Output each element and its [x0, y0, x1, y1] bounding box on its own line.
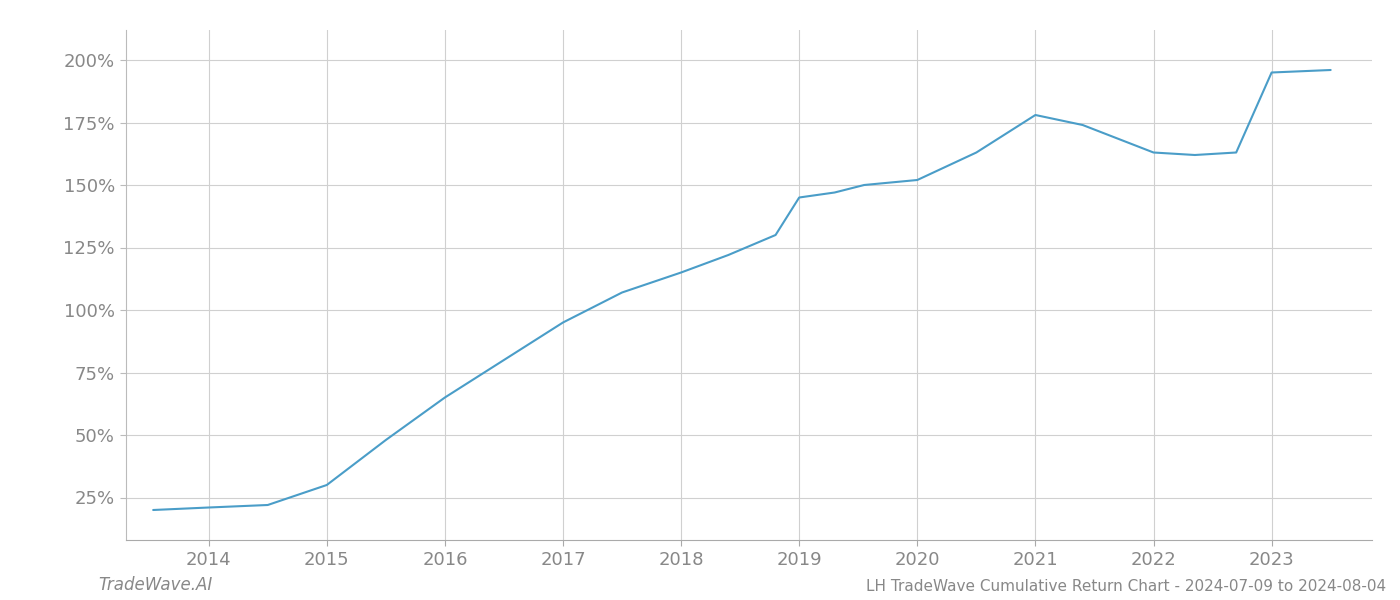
- Text: LH TradeWave Cumulative Return Chart - 2024-07-09 to 2024-08-04: LH TradeWave Cumulative Return Chart - 2…: [865, 579, 1386, 594]
- Text: TradeWave.AI: TradeWave.AI: [98, 576, 213, 594]
